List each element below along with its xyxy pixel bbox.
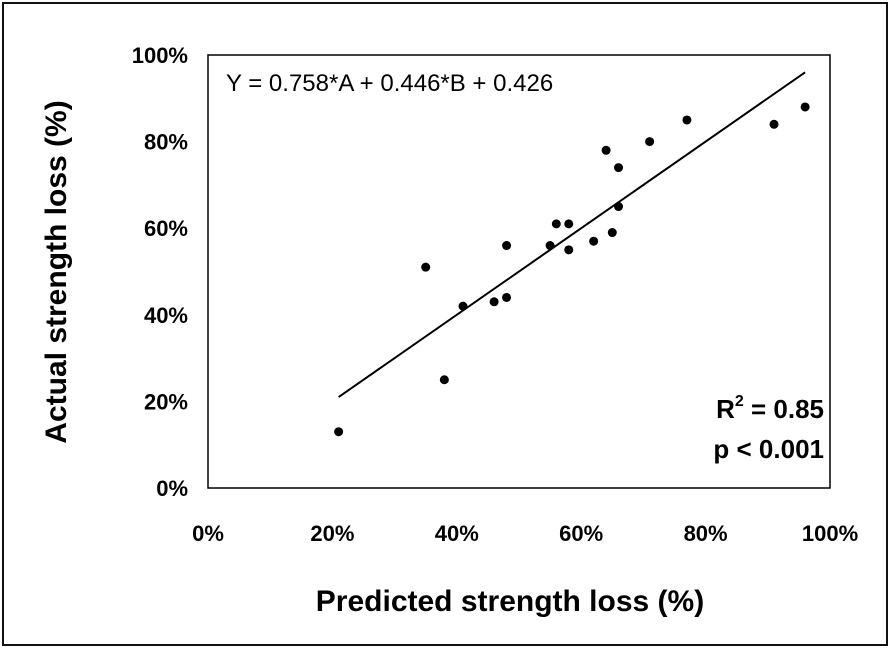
y-tick-label: 60% <box>144 216 188 241</box>
data-point <box>800 102 810 112</box>
data-point <box>601 145 611 155</box>
regression-equation: Y = 0.758*A + 0.446*B + 0.426 <box>226 70 553 97</box>
x-tick-label: 100% <box>802 521 858 546</box>
y-tick-label: 0% <box>156 476 188 501</box>
y-tick-label: 20% <box>144 389 188 414</box>
y-tick-label: 100% <box>132 43 188 68</box>
data-points <box>334 102 810 437</box>
data-point <box>502 241 512 251</box>
data-point <box>334 427 344 437</box>
y-tick-labels: 0% 20% 40% 60% 80% 100% <box>132 43 188 501</box>
data-point <box>614 163 624 173</box>
data-point <box>769 119 779 129</box>
data-point <box>502 292 512 302</box>
y-tick-label: 80% <box>144 130 188 155</box>
plot-area <box>207 54 831 489</box>
data-point <box>589 236 599 246</box>
y-axis-title: Actual strength loss (%) <box>40 100 73 443</box>
x-tick-label: 80% <box>684 521 728 546</box>
data-point <box>564 245 574 255</box>
data-point <box>607 228 617 238</box>
x-tick-label: 20% <box>310 521 354 546</box>
data-point <box>645 137 655 147</box>
data-point <box>439 375 449 385</box>
p-value-label: p < 0.001 <box>713 434 824 464</box>
y-tick-label: 40% <box>144 303 188 328</box>
data-point <box>564 219 574 229</box>
x-axis-title: Predicted strength loss (%) <box>316 585 704 618</box>
r-squared-value: = 0.85 <box>744 394 824 424</box>
x-tick-label: 40% <box>435 521 479 546</box>
data-point <box>489 297 499 307</box>
r-squared-prefix: R <box>716 394 735 424</box>
x-tick-labels: 0% 20% 40% 60% 80% 100% <box>192 521 858 546</box>
r-squared-superscript: 2 <box>735 393 744 410</box>
r-squared-label: R2 = 0.85 <box>716 393 824 424</box>
x-tick-label: 0% <box>192 521 224 546</box>
data-point <box>551 219 561 229</box>
x-tick-label: 60% <box>559 521 603 546</box>
data-point <box>421 262 431 272</box>
trend-line <box>338 71 806 398</box>
data-point <box>682 115 692 125</box>
